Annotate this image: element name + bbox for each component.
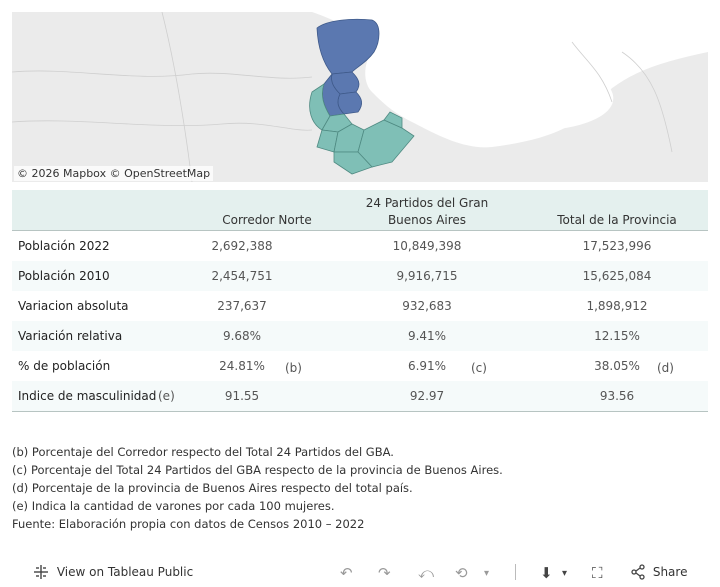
value-corredor-norte: 9.68% (222, 329, 262, 343)
table-row: Variacion absoluta 237,637 932,683 1,898… (12, 291, 708, 321)
value-gba: 92.97 (409, 389, 445, 403)
tableau-toolbar: View on Tableau Public ↶ ↷ ⤺ ⟲ ▾ ⬇ ▾ ⛶ S… (0, 558, 720, 587)
view-on-tableau-label: View on Tableau Public (56, 565, 194, 579)
toolbar-divider (515, 564, 516, 580)
data-table: Corredor Norte 24 Partidos del Gran Buen… (12, 190, 708, 412)
value-corredor-norte: 2,454,751 (211, 269, 273, 283)
footnote-c: (c) Porcentaje del Total 24 Partidos del… (12, 463, 503, 477)
value-total-provincia: 1,898,912 (586, 299, 648, 313)
table-row: % de población 24.81% (b) 6.91% (c) 38.0… (12, 351, 708, 381)
refresh-dropdown-icon[interactable]: ▾ (484, 568, 490, 579)
share-label: Share (652, 565, 688, 579)
gba-partidos-region[interactable] (309, 83, 415, 175)
row-label: Variación relativa (18, 329, 123, 343)
row-label: Población 2022 (18, 239, 110, 253)
value-corredor-norte: 237,637 (217, 299, 267, 313)
river-water-2 (391, 52, 614, 131)
footnote-b: (b) Porcentaje del Corredor respecto del… (12, 445, 394, 459)
table-row: Población 2010 2,454,751 9,916,715 15,62… (12, 261, 708, 291)
value-total-provincia: 38.05% (594, 359, 640, 373)
download-dropdown-icon[interactable]: ▾ (562, 568, 568, 579)
map-attribution: © 2026 Mapbox © OpenStreetMap (14, 166, 214, 181)
map-view[interactable]: © 2026 Mapbox © OpenStreetMap (12, 12, 708, 182)
corredor-norte-region[interactable] (316, 18, 380, 117)
share-icon (631, 564, 645, 580)
source-note: Fuente: Elaboración propia con datos de … (12, 517, 365, 531)
table-row: Variación relativa 9.68% 9.41% 12.15% (12, 321, 708, 351)
value-gba: 9.41% (407, 329, 447, 343)
fullscreen-icon[interactable]: ⛶ (592, 564, 603, 582)
row-label: Variacion absoluta (18, 299, 129, 313)
share-button[interactable]: Share (630, 564, 687, 580)
revert-icon[interactable]: ⤺ (418, 564, 435, 582)
map-boundaries (12, 12, 673, 182)
value-total-provincia: 93.56 (599, 389, 635, 403)
value-gba: 932,683 (402, 299, 452, 313)
undo-icon[interactable]: ↶ (340, 564, 353, 582)
download-icon[interactable]: ⬇ (540, 564, 553, 582)
value-gba: 10,849,398 (392, 239, 462, 253)
table-row: Indice de masculinidad (e) 91.55 92.97 9… (12, 381, 708, 412)
value-corredor-norte: 91.55 (224, 389, 260, 403)
map-canvas[interactable] (12, 12, 708, 182)
tableau-logo-icon (34, 565, 48, 579)
value-total-provincia: 12.15% (594, 329, 640, 343)
value-total-provincia: 17,523,996 (582, 239, 652, 253)
footnote-ref-d: (d) (657, 361, 674, 375)
footnotes: (b) Porcentaje del Corredor respecto del… (12, 443, 503, 533)
footnote-d: (d) Porcentaje de la provincia de Buenos… (12, 481, 413, 495)
header-gba: 24 Partidos del Gran Buenos Aires (365, 196, 489, 227)
footnote-e: (e) Indica la cantidad de varones por ca… (12, 499, 335, 513)
header-corredor-norte: Corredor Norte (222, 213, 312, 227)
refresh-icon[interactable]: ⟲ (455, 564, 468, 582)
table-row: Población 2022 2,692,388 10,849,398 17,5… (12, 231, 708, 261)
value-gba: 6.91% (407, 359, 447, 373)
row-label: Indice de masculinidad (18, 389, 157, 403)
row-label: Población 2010 (18, 269, 110, 283)
row-label: % de población (18, 359, 111, 373)
table-header: Corredor Norte 24 Partidos del Gran Buen… (12, 190, 708, 231)
value-corredor-norte: 24.81% (219, 359, 265, 373)
redo-icon[interactable]: ↷ (378, 564, 391, 582)
footnote-ref-e: (e) (158, 389, 175, 403)
value-gba: 9,916,715 (396, 269, 458, 283)
footnote-ref-c: (c) (471, 361, 487, 375)
header-total-provincia: Total de la Provincia (557, 213, 677, 227)
footnote-ref-b: (b) (285, 361, 302, 375)
value-corredor-norte: 2,692,388 (211, 239, 273, 253)
value-total-provincia: 15,625,084 (582, 269, 652, 283)
view-on-tableau-link[interactable]: View on Tableau Public (33, 564, 193, 580)
